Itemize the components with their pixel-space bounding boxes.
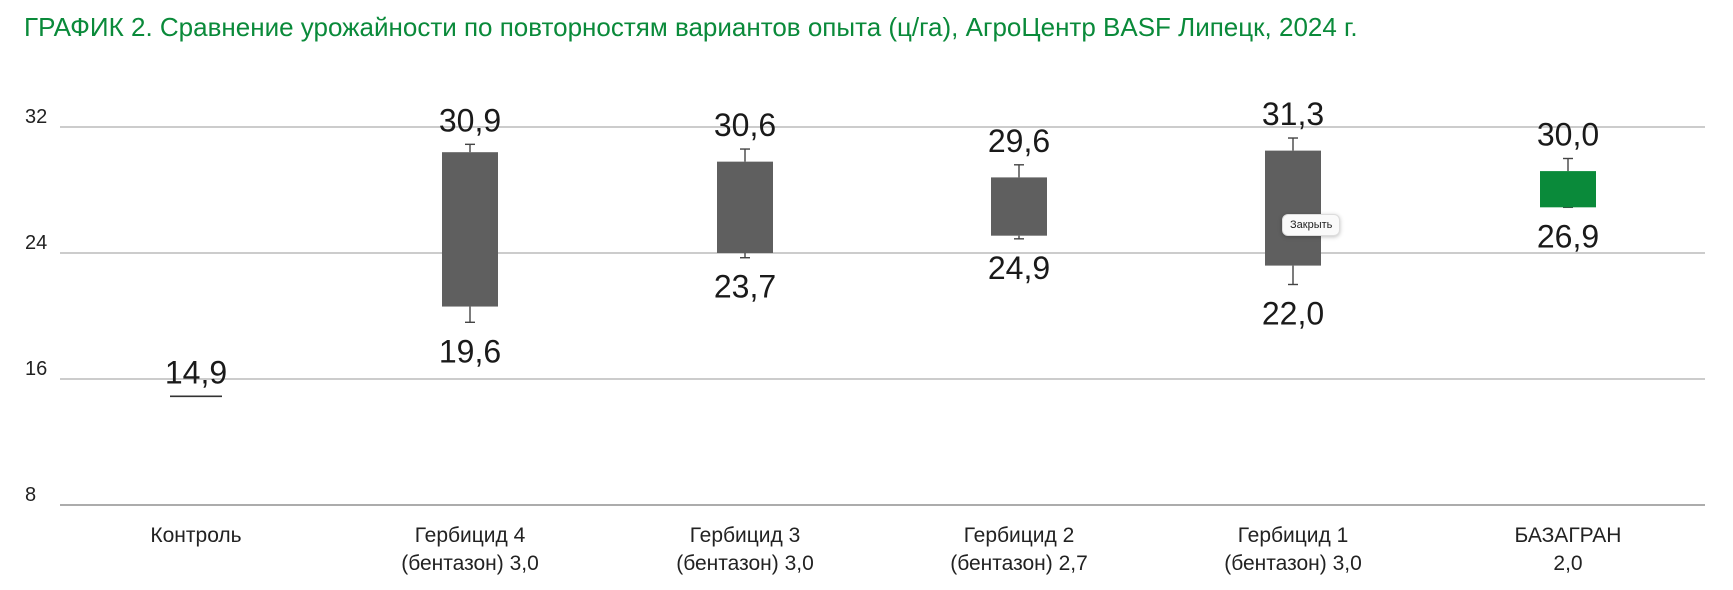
- min-value-label: 26,9: [1537, 218, 1599, 254]
- box: [991, 177, 1047, 236]
- max-value-label: 14,9: [165, 354, 227, 390]
- category-label: Гербицид 1: [1238, 524, 1349, 547]
- box: [1540, 171, 1596, 208]
- y-tick-label: 16: [25, 358, 47, 380]
- y-tick-label: 24: [25, 232, 47, 254]
- max-value-label: 30,6: [714, 107, 776, 143]
- close-tooltip[interactable]: Закрыть: [1282, 214, 1341, 236]
- min-value-label: 24,9: [988, 250, 1050, 286]
- category-label: Гербицид 2: [964, 524, 1075, 547]
- box: [717, 161, 773, 253]
- max-value-label: 29,6: [988, 123, 1050, 159]
- box: [442, 152, 498, 307]
- min-value-label: 23,7: [714, 269, 776, 305]
- category-label: (бентазон) 3,0: [401, 552, 539, 575]
- box: [1265, 150, 1321, 266]
- max-value-label: 31,3: [1262, 96, 1324, 132]
- category-label: 2,0: [1553, 552, 1582, 575]
- category-label: (бентазон) 2,7: [950, 552, 1088, 575]
- category-label: (бентазон) 3,0: [1224, 552, 1362, 575]
- category-label: Гербицид 3: [690, 524, 801, 547]
- min-value-label: 22,0: [1262, 296, 1324, 332]
- category-label: Гербицид 4: [415, 524, 526, 547]
- y-tick-label: 32: [25, 106, 47, 128]
- max-value-label: 30,0: [1537, 117, 1599, 153]
- category-label: БАЗАГРАН: [1515, 524, 1622, 547]
- max-value-label: 30,9: [439, 102, 501, 138]
- category-label: Контроль: [150, 524, 241, 547]
- min-value-label: 19,6: [439, 333, 501, 369]
- y-tick-label: 8: [25, 484, 36, 506]
- chart-title: ГРАФИК 2. Сравнение урожайности по повто…: [24, 12, 1358, 42]
- category-label: (бентазон) 3,0: [676, 552, 814, 575]
